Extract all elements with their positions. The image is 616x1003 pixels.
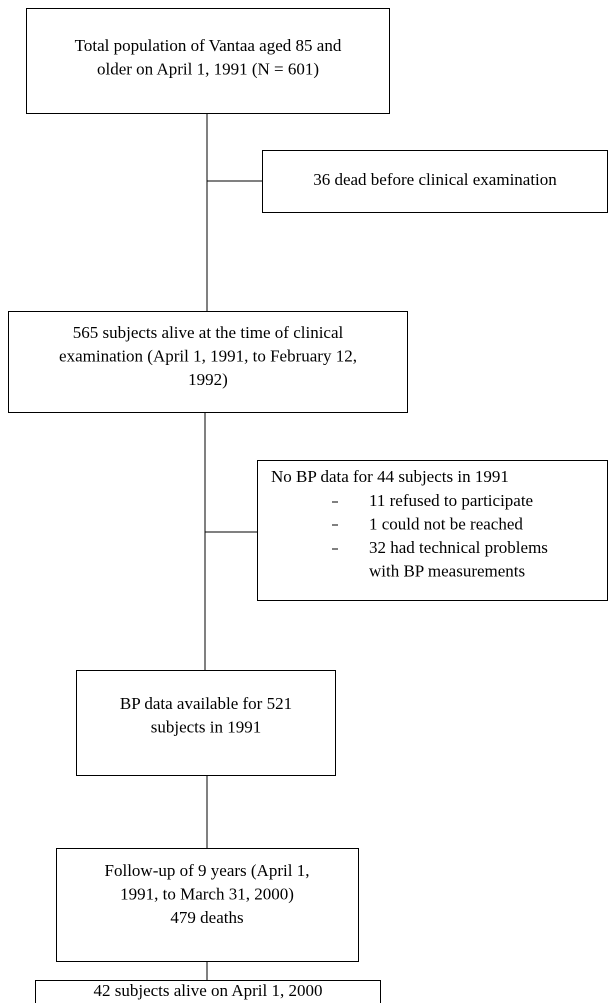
node-text: examination (April 1, 1991, to February … <box>59 346 357 365</box>
list-item: 1 could not be reached <box>369 514 523 533</box>
box <box>8 311 408 413</box>
box <box>262 150 608 213</box>
node-text: 1991, to March 31, 2000) <box>120 884 294 903</box>
node-text: 1992) <box>188 370 228 389</box>
node-text: older on April 1, 1991 (N = 601) <box>97 59 319 78</box>
box <box>35 980 381 1003</box>
node-title: No BP data for 44 subjects in 1991 <box>271 467 509 486</box>
box <box>257 460 608 601</box>
list-item: with BP measurements <box>369 561 525 580</box>
node-text: 565 subjects alive at the time of clinic… <box>73 323 344 342</box>
node-text: Total population of Vantaa aged 85 and <box>75 36 342 55</box>
list-item: 32 had technical problems <box>369 538 548 557</box>
node-text: BP data available for 521 <box>120 694 292 713</box>
node-text: 479 deaths <box>170 908 243 927</box>
node-text: 42 subjects alive on April 1, 2000 <box>93 981 322 1000</box>
node-text: Follow-up of 9 years (April 1, <box>105 861 310 880</box>
list-item: 11 refused to participate <box>369 491 533 510</box>
box <box>56 848 359 962</box>
box <box>26 8 390 114</box>
box <box>76 670 336 776</box>
node-text: subjects in 1991 <box>151 717 262 736</box>
node-text: 36 dead before clinical examination <box>313 170 557 189</box>
